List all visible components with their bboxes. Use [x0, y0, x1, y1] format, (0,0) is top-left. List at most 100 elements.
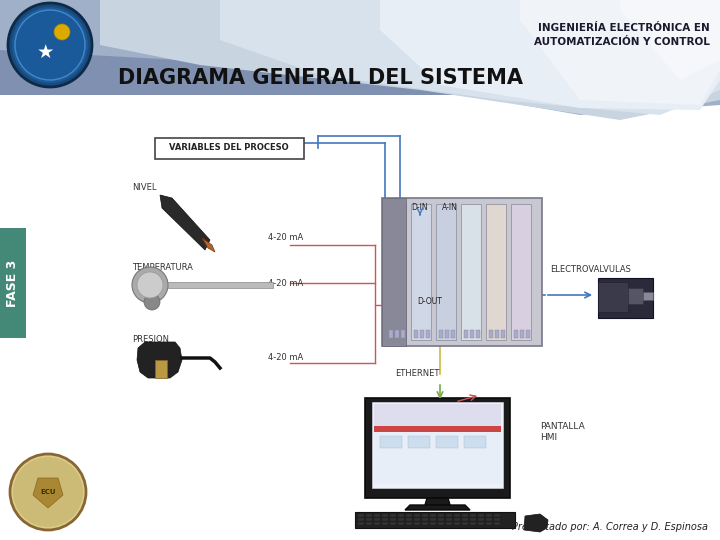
- Bar: [155, 360, 167, 378]
- Bar: [598, 282, 628, 312]
- Bar: [406, 522, 412, 525]
- Bar: [366, 518, 372, 521]
- Text: TEMPERATURA: TEMPERATURA: [132, 264, 193, 273]
- Polygon shape: [425, 498, 450, 505]
- Polygon shape: [0, 0, 720, 115]
- Bar: [461, 204, 481, 340]
- Bar: [478, 522, 484, 525]
- Bar: [445, 330, 449, 338]
- Bar: [494, 514, 500, 517]
- Bar: [438, 522, 444, 525]
- Bar: [401, 330, 405, 338]
- Bar: [422, 518, 428, 521]
- Bar: [386, 204, 406, 340]
- Bar: [454, 522, 460, 525]
- Bar: [398, 518, 404, 521]
- Bar: [406, 518, 412, 521]
- Bar: [398, 522, 404, 525]
- Circle shape: [8, 3, 92, 87]
- Text: Presentado por: A. Correa y D. Espinosa: Presentado por: A. Correa y D. Espinosa: [512, 522, 708, 532]
- Polygon shape: [0, 0, 720, 95]
- Bar: [390, 514, 396, 517]
- Bar: [436, 436, 458, 448]
- Bar: [598, 278, 653, 318]
- Bar: [414, 518, 420, 521]
- Bar: [382, 518, 388, 521]
- Circle shape: [13, 457, 83, 527]
- Bar: [470, 518, 476, 521]
- Bar: [478, 518, 484, 521]
- Bar: [414, 522, 420, 525]
- Bar: [486, 522, 492, 525]
- Bar: [414, 514, 420, 517]
- Text: ECU: ECU: [40, 489, 55, 495]
- Circle shape: [144, 294, 160, 310]
- Bar: [446, 518, 452, 521]
- Bar: [374, 404, 501, 426]
- Bar: [422, 522, 428, 525]
- Bar: [411, 204, 431, 340]
- Bar: [382, 514, 388, 517]
- Bar: [486, 514, 492, 517]
- Bar: [478, 514, 484, 517]
- Bar: [446, 522, 452, 525]
- Polygon shape: [202, 238, 215, 252]
- Bar: [382, 198, 542, 346]
- Bar: [420, 330, 424, 338]
- Bar: [464, 436, 486, 448]
- Bar: [511, 204, 531, 340]
- Text: 4-20 mA: 4-20 mA: [268, 354, 303, 362]
- Bar: [643, 292, 653, 300]
- Bar: [436, 204, 456, 340]
- Bar: [372, 402, 503, 488]
- Bar: [494, 522, 500, 525]
- Bar: [430, 522, 436, 525]
- Bar: [489, 330, 493, 338]
- Bar: [382, 198, 406, 346]
- Bar: [358, 522, 364, 525]
- Bar: [470, 330, 474, 338]
- Polygon shape: [160, 195, 210, 250]
- Bar: [374, 518, 380, 521]
- Bar: [168, 282, 273, 288]
- Bar: [495, 330, 499, 338]
- Bar: [406, 514, 412, 517]
- Text: D-OUT: D-OUT: [418, 298, 442, 307]
- Bar: [398, 514, 404, 517]
- Bar: [355, 512, 515, 528]
- Bar: [389, 330, 393, 338]
- Circle shape: [132, 267, 168, 303]
- Bar: [365, 398, 510, 498]
- Polygon shape: [524, 514, 548, 532]
- Bar: [438, 514, 444, 517]
- Bar: [462, 518, 468, 521]
- Bar: [628, 288, 643, 304]
- Bar: [374, 514, 380, 517]
- Text: ELECTROVALVULAS: ELECTROVALVULAS: [550, 266, 631, 274]
- Bar: [476, 330, 480, 338]
- Bar: [0, 228, 26, 338]
- Bar: [408, 436, 430, 448]
- Circle shape: [54, 24, 70, 40]
- Bar: [374, 432, 501, 484]
- Text: 4-20 mA: 4-20 mA: [268, 279, 303, 287]
- Polygon shape: [620, 0, 720, 80]
- Text: FASE 3: FASE 3: [6, 259, 19, 307]
- Bar: [462, 522, 468, 525]
- Polygon shape: [520, 0, 720, 105]
- Bar: [462, 514, 468, 517]
- Bar: [486, 204, 506, 340]
- Text: PRESION: PRESION: [132, 335, 169, 345]
- Bar: [438, 518, 444, 521]
- Bar: [380, 436, 402, 448]
- Bar: [470, 514, 476, 517]
- Bar: [454, 514, 460, 517]
- Bar: [446, 514, 452, 517]
- Bar: [414, 330, 418, 338]
- Text: DIAGRAMA GENERAL DEL SISTEMA: DIAGRAMA GENERAL DEL SISTEMA: [118, 68, 523, 88]
- Polygon shape: [100, 0, 720, 120]
- Text: ETHERNET: ETHERNET: [395, 369, 439, 379]
- Text: 4-20 mA: 4-20 mA: [268, 233, 303, 242]
- Text: VARIABLES DEL PROCESO: VARIABLES DEL PROCESO: [169, 144, 289, 152]
- Polygon shape: [220, 0, 720, 115]
